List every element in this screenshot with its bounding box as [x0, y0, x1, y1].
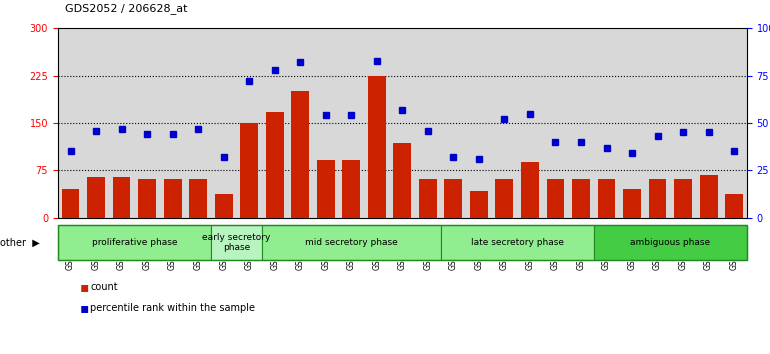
Bar	[419, 178, 437, 218]
Bar	[262, 225, 440, 260]
Bar	[675, 178, 692, 218]
Text: proliferative phase: proliferative phase	[92, 238, 177, 247]
Text: count: count	[90, 282, 118, 292]
Bar	[470, 191, 488, 218]
Bar	[623, 189, 641, 218]
Bar	[58, 225, 211, 260]
Bar	[725, 194, 743, 218]
Bar	[440, 225, 594, 260]
Bar	[164, 178, 182, 218]
Bar	[521, 162, 539, 218]
Text: late secretory phase: late secretory phase	[470, 238, 564, 247]
Text: ▪: ▪	[79, 280, 89, 294]
Bar	[87, 177, 105, 218]
Bar	[343, 160, 360, 218]
Text: early secretory
phase: early secretory phase	[203, 233, 270, 252]
Bar	[291, 91, 310, 218]
Text: GDS2052 / 206628_at: GDS2052 / 206628_at	[65, 3, 188, 14]
Bar	[547, 178, 564, 218]
Bar	[266, 112, 283, 218]
Bar	[598, 178, 615, 218]
Bar	[368, 76, 386, 218]
Bar	[648, 178, 667, 218]
Bar	[316, 160, 335, 218]
Text: percentile rank within the sample: percentile rank within the sample	[90, 303, 255, 313]
Text: ▪: ▪	[79, 301, 89, 315]
Bar	[189, 178, 207, 218]
Bar	[138, 178, 156, 218]
Text: ambiguous phase: ambiguous phase	[631, 238, 711, 247]
Bar	[444, 178, 462, 218]
Bar	[62, 189, 79, 218]
Bar	[112, 177, 130, 218]
Bar	[572, 178, 590, 218]
Text: mid secretory phase: mid secretory phase	[305, 238, 397, 247]
Text: other  ▶: other ▶	[0, 238, 40, 247]
Bar	[240, 123, 258, 218]
Bar	[215, 194, 233, 218]
Bar	[700, 175, 718, 218]
Bar	[393, 143, 411, 218]
Bar	[211, 225, 262, 260]
Bar	[594, 225, 747, 260]
Bar	[495, 178, 514, 218]
